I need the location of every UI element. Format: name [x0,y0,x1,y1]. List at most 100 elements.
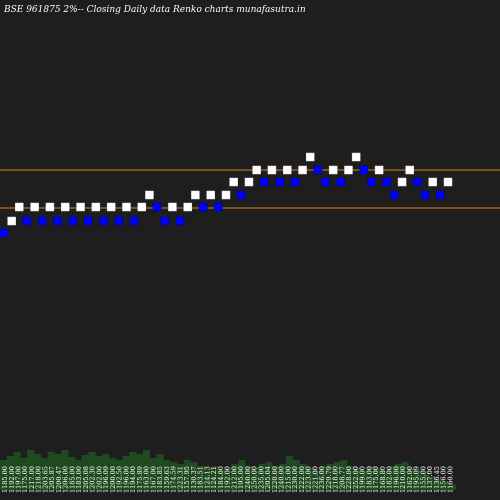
reference-lines [0,169,500,209]
down-brick [38,216,47,226]
x-tick-label: 1160.00 [446,466,454,493]
volume-bar [74,460,82,490]
down-brick [436,190,445,200]
up-brick [145,190,154,200]
up-brick [106,202,116,212]
x-tick-label: 1155.00 [419,466,427,493]
volume-bar [292,460,300,490]
up-brick [206,190,215,200]
volume-bar [442,482,450,490]
x-tick-label: 1168.80 [379,466,387,493]
volume-bar [204,468,212,490]
volume-bar [279,464,287,490]
x-tick-label: 1183.00 [365,466,373,493]
up-brick [221,190,231,200]
volume-bar [210,466,219,490]
volume-bar [449,484,457,490]
x-tick-label: 1200.00 [109,466,117,493]
x-tick-label: 1174.59 [170,466,178,493]
volume-bar [34,454,42,490]
volume-bar [245,466,253,490]
up-brick [168,202,177,212]
volume-bar [68,457,76,490]
up-brick [267,165,277,175]
volume-bar [163,460,171,490]
up-brick [374,165,384,175]
volume-bar [272,466,280,490]
volume-bar [340,460,348,490]
volume-bar [47,452,55,490]
x-tick-label: 1203.65 [41,466,49,493]
x-tick-label: 1215.00 [284,466,292,493]
up-brick [344,165,353,175]
up-brick [229,177,238,187]
up-brick [328,165,338,175]
x-tick-label: 1205.04 [264,466,272,493]
volume-bar [285,456,293,490]
volume-bar [197,466,205,490]
x-axis-labels: 1185.001192.001197.001175.001217.001218.… [1,466,454,493]
volume-bar [142,450,151,490]
volume-bar [333,462,341,490]
down-brick [290,177,300,187]
x-tick-label: 1175.00 [372,466,380,493]
volume-bar [415,470,423,490]
x-tick-label: 1194.00 [129,466,137,493]
volume-bar [319,466,327,490]
volume-bar [258,464,266,490]
down-brick [198,202,208,212]
up-brick [91,202,101,212]
volume-bar [54,454,62,490]
volume-bar [347,466,355,490]
down-brick [129,216,139,226]
x-tick-label: 1235.00 [257,466,265,493]
volume-bar [27,450,35,490]
x-tick-label: 1228.00 [345,466,353,493]
x-tick-label: 1130.37 [190,466,198,493]
volume-bar [170,462,178,490]
x-tick-label: 1196.00 [392,466,400,493]
x-tick-label: 1156.00 [440,466,448,493]
volume-bar [435,480,443,490]
up-brick [282,165,292,175]
down-brick [321,177,330,187]
volume-bar [190,462,198,490]
volume-bar [231,464,239,490]
x-tick-label: 1223.31 [176,466,184,493]
x-tick-label: 1206.00 [62,466,70,493]
x-tick-label: 1208.77 [338,466,346,493]
up-brick [76,202,85,212]
x-tick-label: 1192.00 [8,466,16,493]
down-brick [382,177,392,187]
x-tick-label: 1192.00 [224,466,232,493]
down-brick [175,216,185,226]
up-brick [405,165,414,175]
volume-bar [313,470,321,490]
volume-bar [40,458,48,490]
x-tick-label: 1175.89 [136,466,144,493]
down-brick [160,216,170,226]
volume-bar [353,468,362,490]
x-tick-label: 1182.00 [386,466,394,493]
volume-bars [0,450,457,490]
volume-bar [306,468,314,490]
x-tick-label: 1202.00 [95,466,103,493]
x-tick-label: 1221.00 [311,466,319,493]
volume-bar [61,450,69,490]
volume-bar [176,464,185,490]
x-tick-label: 1162.00 [406,466,414,493]
x-tick-label: 1205.08 [82,466,90,493]
up-brick [305,152,315,162]
x-tick-label: 1202.30 [89,466,97,493]
x-tick-label: 1212.00 [230,466,238,493]
down-brick [359,165,369,175]
x-tick-label: 1200.47 [55,466,63,493]
volume-bar [102,454,110,490]
x-tick-label: 1136.45 [433,466,441,493]
x-tick-label: 1250.00 [251,466,259,493]
volume-bar [238,460,246,490]
down-brick [336,177,346,187]
down-brick [413,177,422,187]
x-tick-label: 1223.00 [305,466,313,493]
x-tick-label: 1159.63 [163,466,171,493]
